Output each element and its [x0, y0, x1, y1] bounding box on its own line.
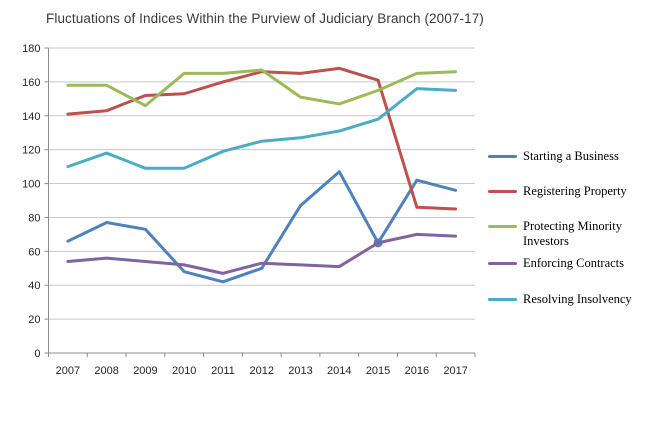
- legend-item-starting-a-business: Starting a Business: [488, 149, 635, 164]
- svg-text:2012: 2012: [250, 365, 274, 377]
- svg-text:100: 100: [22, 179, 40, 191]
- svg-text:2011: 2011: [211, 365, 235, 377]
- legend-line-swatch: [488, 190, 517, 193]
- chart-title: Fluctuations of Indices Within the Purvi…: [46, 11, 484, 26]
- svg-text:120: 120: [22, 145, 40, 157]
- svg-text:180: 180: [22, 43, 40, 55]
- svg-text:140: 140: [22, 111, 40, 123]
- svg-text:2017: 2017: [443, 365, 467, 377]
- legend-label: Enforcing Contracts: [523, 256, 625, 270]
- legend-line-swatch: [488, 225, 517, 228]
- svg-text:2016: 2016: [405, 365, 429, 377]
- svg-text:160: 160: [22, 77, 40, 89]
- svg-text:20: 20: [28, 314, 40, 326]
- legend-item-resolving-insolvency: Resolving Insolvency: [488, 292, 635, 307]
- legend-item-enforcing-contracts: Enforcing Contracts: [488, 256, 635, 271]
- legend-item-registering-property: Registering Property: [488, 184, 635, 199]
- svg-text:2014: 2014: [327, 365, 351, 377]
- legend-line-swatch: [488, 298, 517, 301]
- legend-label: Protecting Minority Investors: [523, 219, 622, 248]
- legend-label: Starting a Business: [523, 149, 619, 163]
- legend-label: Resolving Insolvency: [523, 292, 632, 306]
- legend-line-swatch: [488, 262, 517, 265]
- svg-text:2015: 2015: [366, 365, 390, 377]
- legend-line-swatch: [488, 155, 517, 158]
- svg-text:2008: 2008: [94, 365, 118, 377]
- svg-text:2009: 2009: [133, 365, 157, 377]
- svg-text:2007: 2007: [56, 365, 80, 377]
- legend-item-protecting-minority-investors: Protecting Minority Investors: [488, 219, 635, 248]
- svg-text:40: 40: [28, 280, 40, 292]
- legend-label: Registering Property: [523, 184, 627, 198]
- svg-text:2013: 2013: [288, 365, 312, 377]
- svg-text:2010: 2010: [172, 365, 196, 377]
- svg-text:80: 80: [28, 212, 40, 224]
- svg-text:0: 0: [34, 348, 40, 360]
- svg-text:60: 60: [28, 246, 40, 258]
